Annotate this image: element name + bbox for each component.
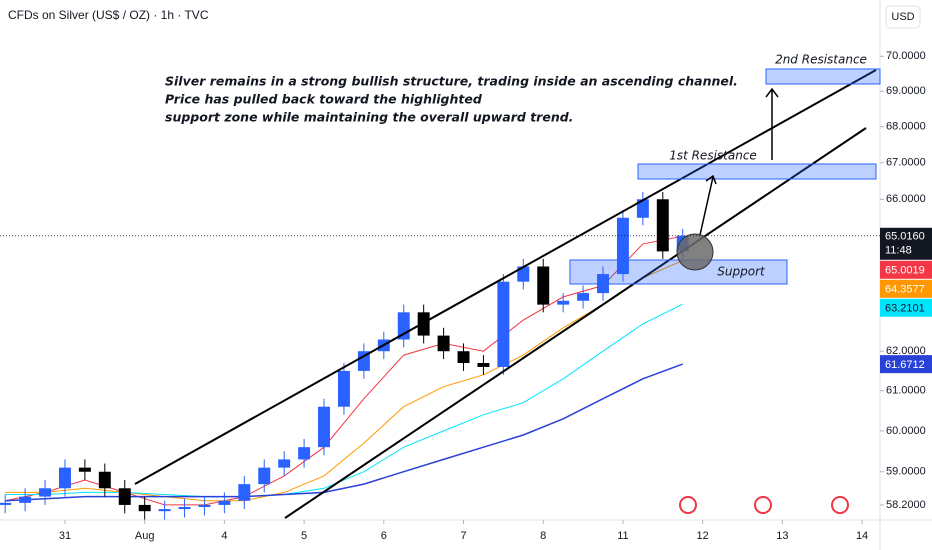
candle-body [218, 500, 231, 505]
channel-line [134, 69, 877, 485]
candle-body [158, 509, 171, 512]
x-tick-label: 31 [59, 530, 71, 542]
candle-body [118, 488, 131, 505]
zone-label: 1st Resistance [669, 149, 757, 163]
channel-line [284, 127, 867, 519]
x-tick-label: 6 [381, 530, 387, 542]
event-icon[interactable] [679, 496, 697, 514]
note-line: support zone while maintaining the overa… [165, 110, 573, 125]
candle-body [457, 351, 470, 364]
x-tick-label: Aug [135, 530, 155, 542]
candle-body [138, 504, 151, 512]
currency-button[interactable] [885, 5, 921, 29]
candle-body [258, 467, 271, 485]
ma-badge [880, 279, 932, 298]
y-tick-label: 68.0000 [886, 121, 926, 133]
moving-average [5, 303, 683, 498]
event-icon[interactable] [831, 496, 849, 514]
y-tick-label: 62.0000 [886, 345, 926, 357]
price-badge [880, 227, 932, 260]
candle-body [477, 363, 490, 367]
candle-body [656, 199, 669, 252]
zone-label: 2nd Resistance [775, 53, 867, 67]
event-icons [679, 496, 849, 514]
ma-badge [880, 260, 932, 279]
x-tick-label: 4 [221, 530, 227, 542]
y-tick-label: 61.0000 [886, 385, 926, 397]
x-tick-label: 14 [856, 530, 868, 542]
candle-body [577, 293, 590, 301]
zone-label: Support [717, 265, 766, 279]
candle-body [58, 467, 71, 489]
x-tick-label: 5 [301, 530, 307, 542]
chart-title: CFDs on Silver (US$ / OZ) · 1h · TVC [8, 8, 209, 22]
candle-body [537, 266, 550, 305]
y-tick-label: 58.2000 [886, 499, 926, 511]
candle-body [78, 467, 91, 472]
y-tick-label: 59.0000 [886, 466, 926, 478]
candle-body [198, 504, 211, 508]
moving-average [5, 260, 683, 502]
note-line: Silver remains in a strong bullish struc… [165, 74, 738, 89]
candle-body [39, 488, 52, 497]
x-tick-label: 13 [776, 530, 788, 542]
currency[interactable]: USD [891, 11, 914, 23]
countdown: 11:48 [885, 245, 912, 257]
candle-body [357, 351, 370, 371]
candle-body [298, 447, 311, 460]
moving-average [5, 235, 683, 506]
support-zone [569, 259, 788, 285]
ma-badge-label: 65.0019 [885, 265, 925, 277]
candle-body [19, 496, 32, 503]
resistance-zone [765, 68, 881, 85]
candle-body [557, 300, 570, 305]
ma-badge-label: 64.3577 [885, 284, 925, 296]
candle-body [238, 484, 251, 501]
candle-body [397, 312, 410, 340]
moving-average [5, 363, 683, 502]
candle-body [337, 370, 350, 407]
ma-badge-label: 61.6712 [885, 359, 925, 371]
candle-body [437, 335, 450, 352]
y-tick-label: 70.0000 [886, 50, 926, 62]
candle-body [417, 312, 430, 336]
note-line: Price has pulled back toward the highlig… [165, 92, 483, 107]
y-tick-label: 69.0000 [886, 85, 926, 97]
ma-badge [880, 355, 932, 374]
x-tick-label: 8 [540, 530, 546, 542]
candle-body [98, 471, 111, 489]
ma-badge-label: 63.2101 [885, 303, 925, 315]
candle-body [318, 406, 330, 448]
plot [0, 191, 689, 520]
x-tick-label: 7 [460, 530, 466, 542]
arrow [699, 174, 717, 236]
candle-body [616, 217, 629, 275]
candle-body [517, 266, 530, 282]
ma-badge [880, 298, 932, 317]
pullback-marker [676, 233, 714, 271]
candle-body [636, 199, 649, 218]
arrow [765, 87, 779, 160]
price-badge-label: 65.0160 [885, 231, 925, 243]
x-tick-label: 11 [617, 530, 628, 542]
event-icon[interactable] [754, 496, 772, 514]
candle-body [497, 281, 510, 367]
y-tick-label: 60.0000 [886, 425, 926, 437]
candle-body [0, 502, 12, 505]
candle-body [278, 459, 291, 468]
y-tick-label: 66.0000 [886, 193, 926, 205]
x-tick-label: 12 [697, 530, 709, 542]
y-tick-label: 67.0000 [886, 157, 926, 169]
resistance-zone [637, 163, 877, 180]
candle-body [178, 507, 191, 510]
